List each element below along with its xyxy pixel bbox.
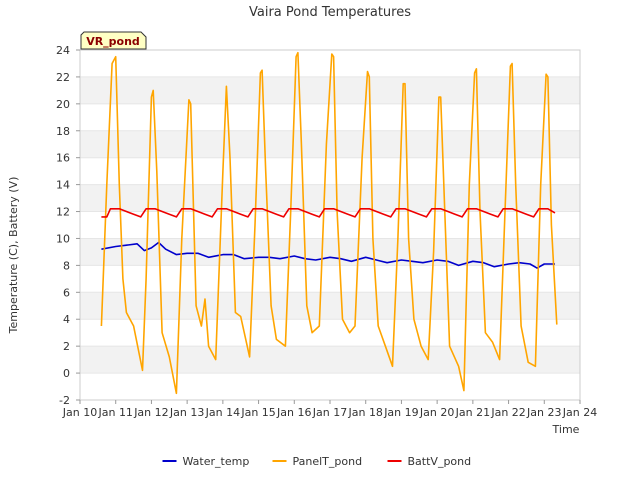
x-tick-label: Jan 24 bbox=[562, 406, 597, 419]
y-tick-label: 12 bbox=[56, 206, 70, 219]
x-tick-label: Jan 11 bbox=[97, 406, 132, 419]
x-axis-label: Time bbox=[552, 423, 580, 436]
legend: Water_temp PanelT_pond BattV_pond bbox=[162, 455, 472, 468]
x-tick-label: Jan 15 bbox=[240, 406, 275, 419]
legend-label-Water_temp: Water_temp bbox=[183, 455, 250, 468]
grid-band bbox=[80, 292, 580, 320]
x-tick-label: Jan 14 bbox=[205, 406, 240, 419]
x-tick-label: Jan 22 bbox=[490, 406, 525, 419]
site-badge-box bbox=[80, 31, 147, 50]
series-line-BattV_pond bbox=[101, 208, 556, 218]
x-tick-label: Jan 20 bbox=[419, 406, 454, 419]
y-tick-label: 18 bbox=[56, 125, 70, 138]
y-tick-label: 24 bbox=[56, 44, 70, 57]
grid-band bbox=[80, 130, 580, 158]
y-tick-label: 22 bbox=[56, 71, 70, 84]
site-badge: VR_pond bbox=[80, 31, 147, 50]
x-tick-label: Jan 13 bbox=[169, 406, 204, 419]
y-tick-label: -2 bbox=[59, 394, 70, 407]
y-tick-label: 14 bbox=[56, 179, 70, 192]
y-axis-label: Temperature (C), Battery (V) bbox=[7, 177, 20, 335]
x-tick-label: Jan 21 bbox=[455, 406, 490, 419]
x-tick-label: Jan 23 bbox=[526, 406, 561, 419]
y-tick-label: 16 bbox=[56, 152, 70, 165]
y-tick-label: 0 bbox=[63, 367, 70, 380]
series-line-Water_temp bbox=[101, 241, 555, 269]
grid-band bbox=[80, 238, 580, 266]
y-tick-label: 8 bbox=[63, 259, 70, 272]
x-tick-label: Jan 12 bbox=[133, 406, 168, 419]
series-line-PanelT_pond bbox=[100, 51, 558, 395]
site-badge-label: VR_pond bbox=[86, 35, 140, 48]
x-axis: Jan 10 Jan 11 Jan 12 Jan 13 Jan 14 Jan 15 Jan … bbox=[62, 400, 597, 419]
grid-band bbox=[80, 346, 580, 374]
x-tick-label: Jan 19 bbox=[383, 406, 418, 419]
grid-band bbox=[80, 184, 580, 212]
y-tick-label: 2 bbox=[63, 340, 70, 353]
y-tick-label: 6 bbox=[63, 286, 70, 299]
legend-label-PanelT_pond: PanelT_pond bbox=[293, 455, 363, 468]
legend-label-BattV_pond: BattV_pond bbox=[408, 455, 472, 468]
x-tick-label: Jan 18 bbox=[347, 406, 382, 419]
y-tick-label: 4 bbox=[63, 313, 70, 326]
x-tick-label: Jan 16 bbox=[276, 406, 311, 419]
series-layer bbox=[100, 51, 558, 395]
y-tick-label: 20 bbox=[56, 98, 70, 111]
chart-title: Vaira Pond Temperatures bbox=[249, 5, 411, 20]
y-tick-label: 10 bbox=[56, 232, 70, 245]
x-tick-label: Jan 10 bbox=[62, 406, 97, 419]
x-tick-label: Jan 17 bbox=[312, 406, 347, 419]
